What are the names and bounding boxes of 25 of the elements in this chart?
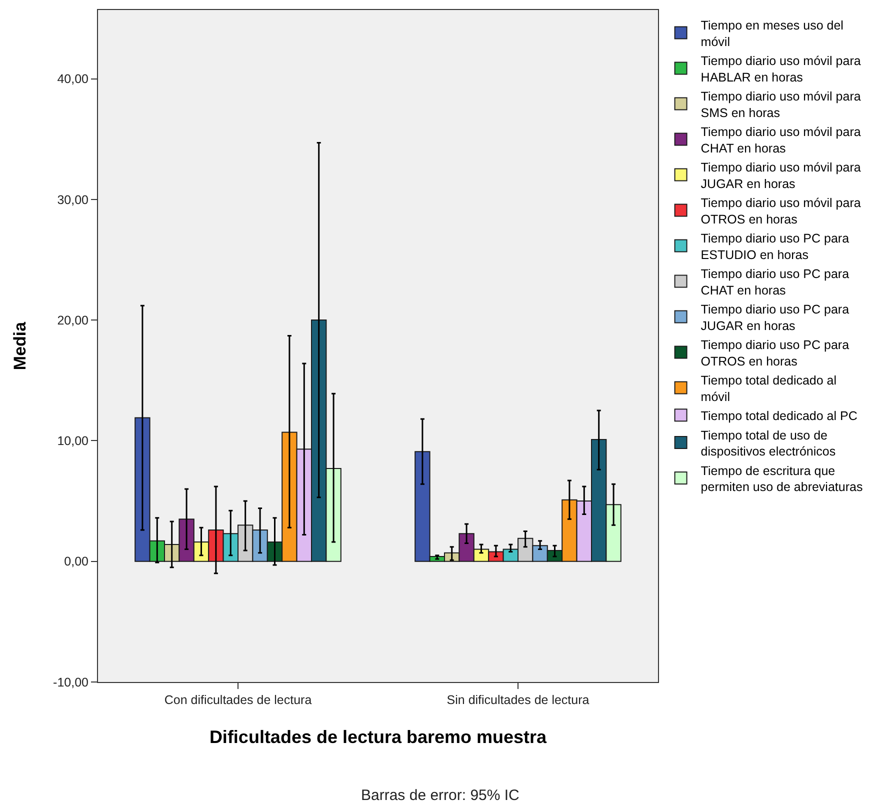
legend-label: Tiempo total dedicado al móvil [700,374,837,404]
legend-label: Tiempo diario uso móvil para SMS en horas [700,90,861,120]
y-tick-label: 20,00 [57,313,89,328]
legend-label: Tiempo de escritura que permiten uso de abreviaturas [700,464,863,494]
y-tick-label: 30,00 [57,192,89,207]
y-tick-label: 0,00 [64,554,89,569]
y-tick-label: 10,00 [57,434,89,448]
x-tick-label: Sin dificultades de lectura [446,693,590,707]
y-tick-label: 40,00 [57,72,89,86]
legend-label: Tiempo diario uso móvil para CHAT en horas [700,125,861,156]
legend-label: Tiempo en meses uso del móvil [700,18,844,49]
text: Barras de error: 95% IC [361,787,520,803]
legend-label: Tiempo diario uso PC para OTROS en horas [700,338,850,368]
y-tick-label: -10,00 [53,675,89,690]
legend-label: Tiempo diario uso PC para CHAT en horas [700,267,850,298]
legend-label: Tiempo diario uso móvil para JUGAR en horas [700,160,861,191]
legend-label: Tiempo diario uso móvil para HABLAR en horas [700,54,861,84]
x-tick-label: Con dificultades de lectura [164,693,312,707]
legend-label: Tiempo total de uso de dispositivos electrónicos [700,428,836,458]
legend-label: Tiempo diario uso PC para ESTUDIO en horas [700,232,850,262]
x-axis-title: Dificultades de lectura baremo muestra [209,727,548,748]
legend-label: Tiempo total dedicado al PC [700,409,858,423]
y-axis-title: Media [10,321,30,370]
legend-label: Tiempo diario uso PC para JUGAR en horas [700,302,850,333]
legend-label: Tiempo diario uso móvil para OTROS en horas [700,196,861,226]
